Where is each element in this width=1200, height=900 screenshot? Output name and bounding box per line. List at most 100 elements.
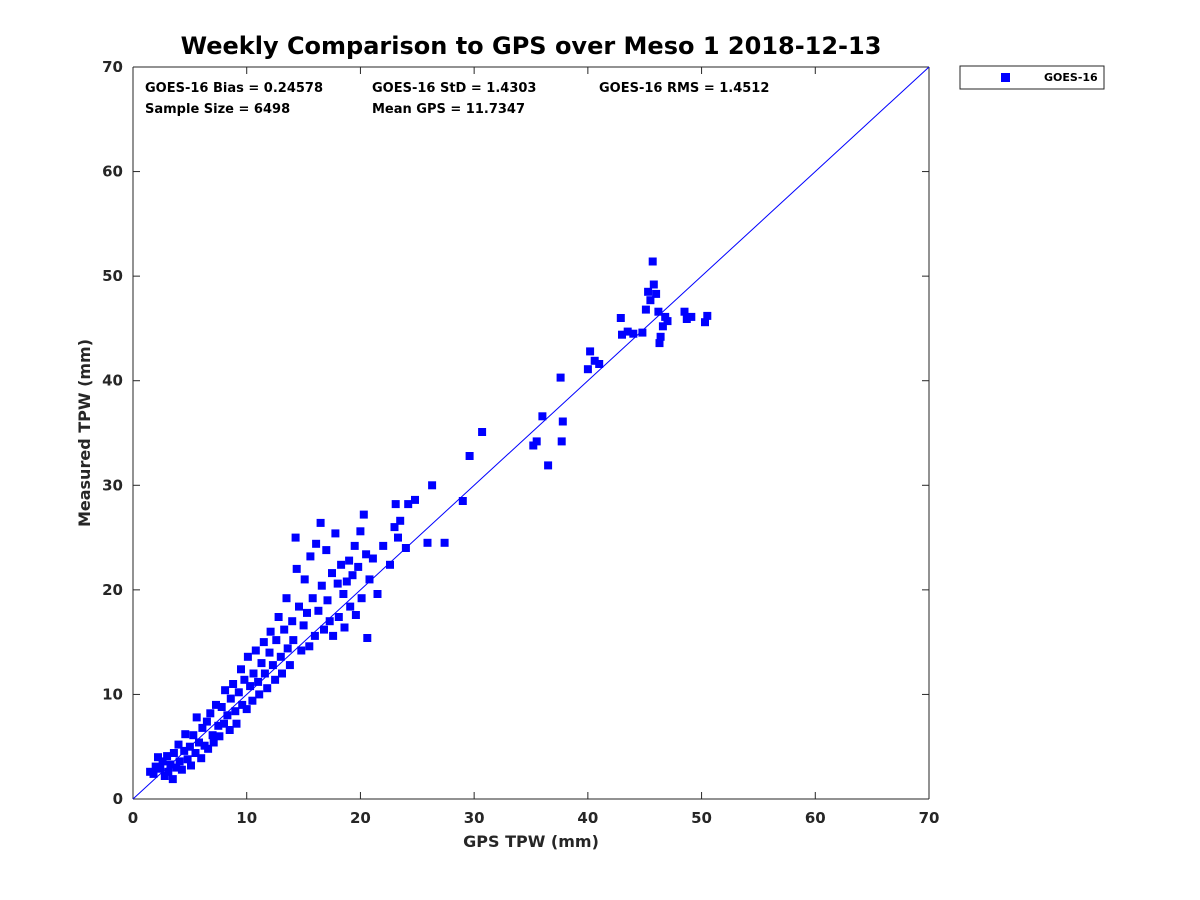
- data-point: [223, 711, 232, 720]
- data-point: [440, 538, 449, 547]
- data-point: [356, 527, 365, 536]
- data-point: [465, 452, 474, 460]
- data-point: [180, 746, 189, 755]
- y-tick-label: 30: [102, 476, 123, 494]
- y-tick-label: 60: [102, 163, 123, 181]
- y-tick-label: 40: [102, 372, 123, 390]
- data-point: [401, 544, 410, 552]
- data-point: [280, 625, 289, 634]
- data-point: [351, 611, 360, 619]
- data-point: [260, 669, 269, 678]
- data-point: [322, 546, 331, 555]
- x-tick-label: 40: [577, 809, 598, 827]
- x-tick-label: 70: [919, 809, 940, 827]
- y-tick-label: 50: [102, 267, 123, 285]
- legend-box: [959, 65, 1105, 90]
- data-point: [618, 330, 626, 339]
- data-point: [357, 594, 366, 603]
- data-point: [198, 723, 207, 732]
- data-point: [629, 329, 638, 338]
- data-point: [586, 347, 595, 356]
- data-point: [478, 428, 487, 436]
- data-point: [658, 322, 667, 331]
- data-point: [209, 738, 218, 747]
- data-point: [308, 594, 317, 603]
- data-point: [556, 373, 565, 382]
- data-point: [350, 541, 359, 550]
- data-point: [310, 631, 319, 640]
- data-point: [232, 719, 241, 728]
- legend: GOES-16: [959, 65, 1105, 90]
- data-point: [220, 719, 228, 728]
- data-point: [404, 500, 413, 509]
- data-point: [646, 296, 655, 305]
- data-point: [316, 518, 325, 527]
- data-point: [649, 280, 658, 289]
- data-point: [268, 661, 277, 670]
- data-point: [362, 550, 371, 559]
- data-point: [538, 412, 547, 421]
- data-point: [337, 560, 346, 569]
- data-point: [314, 606, 323, 615]
- data-point: [340, 623, 349, 632]
- data-point: [663, 317, 672, 326]
- stat-bias: GOES-16 Bias = 0.24578: [145, 81, 323, 96]
- data-point: [154, 753, 162, 762]
- data-point: [204, 744, 213, 753]
- data-point: [259, 638, 268, 647]
- data-point: [158, 757, 167, 766]
- data-point: [638, 328, 647, 337]
- data-point: [288, 617, 297, 626]
- stat-mean-gps: Mean GPS = 11.7347: [372, 102, 525, 117]
- data-point: [226, 694, 235, 703]
- data-point: [532, 437, 541, 446]
- data-point: [272, 636, 281, 645]
- data-point: [544, 461, 553, 470]
- data-point: [234, 688, 243, 697]
- stat-rms: GOES-16 RMS = 1.4512: [599, 81, 769, 96]
- data-point: [255, 690, 264, 699]
- data-point: [202, 717, 211, 726]
- data-point: [195, 738, 203, 747]
- data-point: [274, 613, 283, 621]
- data-point: [221, 686, 230, 695]
- data-point: [181, 730, 190, 739]
- data-point: [379, 541, 388, 550]
- data-point: [295, 602, 303, 611]
- data-point: [278, 669, 286, 678]
- data-point: [229, 680, 238, 688]
- data-point: [303, 608, 311, 617]
- data-point: [557, 437, 566, 446]
- data-point: [641, 305, 650, 314]
- data-point: [248, 696, 257, 705]
- x-tick-label: 0: [128, 809, 138, 827]
- data-point: [312, 539, 321, 548]
- data-point: [285, 661, 294, 670]
- y-tick-label: 10: [102, 685, 123, 703]
- data-point: [300, 575, 309, 584]
- x-ticks: 0 10 20 30 40 50 60 70: [128, 67, 940, 827]
- data-point: [623, 327, 632, 336]
- data-point: [306, 552, 315, 561]
- data-point: [265, 648, 274, 657]
- data-point: [411, 495, 419, 504]
- data-point: [396, 516, 405, 525]
- data-point: [680, 307, 689, 316]
- data-point: [354, 562, 363, 571]
- data-point: [282, 594, 291, 603]
- data-point: [168, 775, 177, 784]
- data-point: [276, 652, 285, 661]
- data-point: [590, 356, 599, 365]
- data-point: [225, 726, 234, 734]
- data-point: [558, 417, 567, 426]
- data-point: [391, 500, 400, 509]
- data-point: [359, 510, 368, 519]
- data-point: [189, 731, 198, 740]
- chart-title: Weekly Comparison to GPS over Meso 1 201…: [181, 32, 882, 60]
- x-axis-label: GPS TPW (mm): [463, 832, 599, 851]
- data-point: [458, 497, 467, 505]
- data-point: [331, 529, 340, 538]
- data-point: [183, 755, 192, 764]
- data-point: [346, 602, 355, 611]
